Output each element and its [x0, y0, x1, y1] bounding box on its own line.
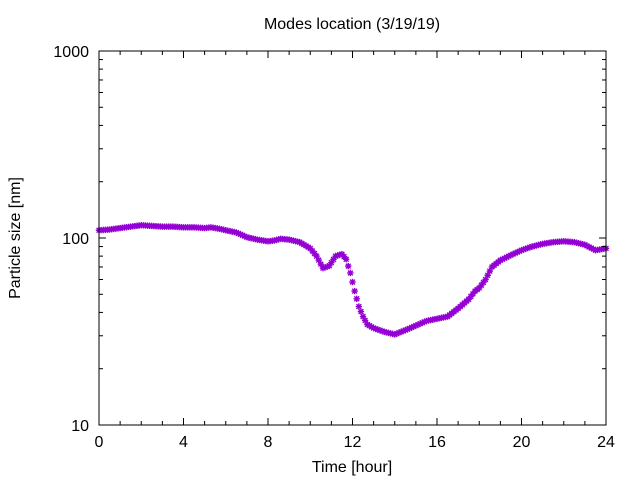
- y-axis-label: Particle size [nm]: [7, 177, 24, 299]
- data-point: [342, 256, 350, 263]
- data-marks: [95, 222, 610, 338]
- x-tick-label: 8: [264, 434, 273, 451]
- y-tick-label: 10: [71, 418, 89, 435]
- data-point: [353, 295, 360, 303]
- y-tick-label: 100: [62, 231, 89, 248]
- data-point: [345, 262, 352, 270]
- x-tick-label: 20: [513, 434, 531, 451]
- y-minor-ticks: [99, 59, 606, 370]
- x-tick-label: 4: [179, 434, 188, 451]
- y-axis: 10 100 1000: [53, 44, 606, 435]
- x-axis: 0 4 8 12 16 20 24: [95, 51, 615, 451]
- x-tick-label: 16: [428, 434, 446, 451]
- data-point: [349, 278, 356, 286]
- x-tick-label: 0: [95, 434, 104, 451]
- data-point: [351, 287, 358, 295]
- data-point: [347, 269, 354, 277]
- data-point: [357, 308, 365, 315]
- x-axis-label: Time [hour]: [312, 459, 392, 476]
- plot-frame: [98, 50, 607, 426]
- x-tick-label: 24: [597, 434, 615, 451]
- x-tick-label: 12: [344, 434, 362, 451]
- y-tick-label: 1000: [53, 44, 89, 61]
- data-point: [355, 303, 363, 310]
- chart-title: Modes location (3/19/19): [264, 16, 440, 33]
